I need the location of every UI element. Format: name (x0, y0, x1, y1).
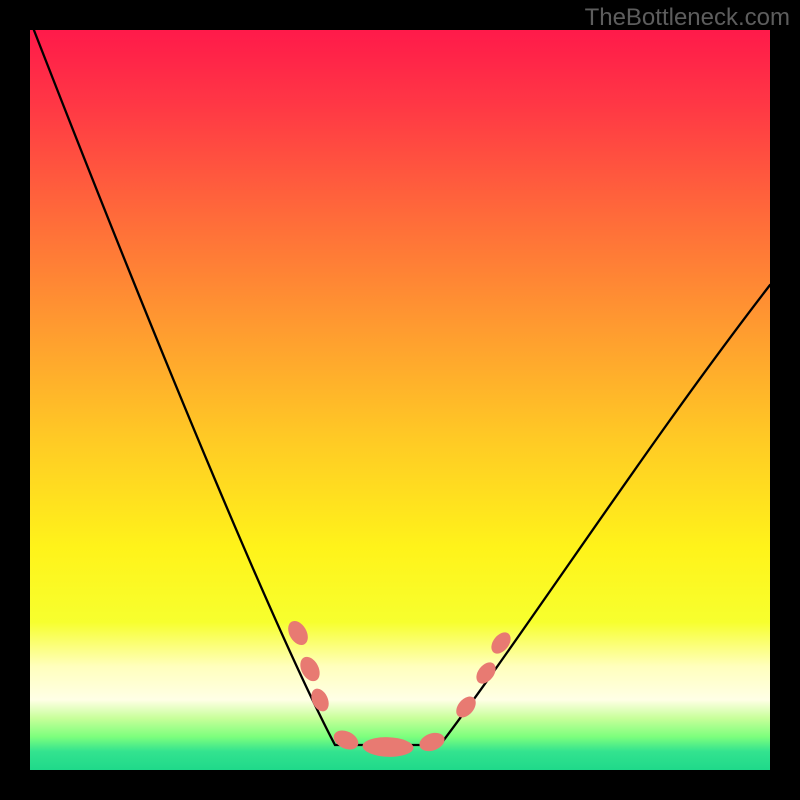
watermark-text: TheBottleneck.com (585, 4, 790, 32)
plot-background (30, 30, 770, 770)
chart-frame: TheBottleneck.com (0, 0, 800, 800)
bottleneck-chart (0, 0, 800, 800)
